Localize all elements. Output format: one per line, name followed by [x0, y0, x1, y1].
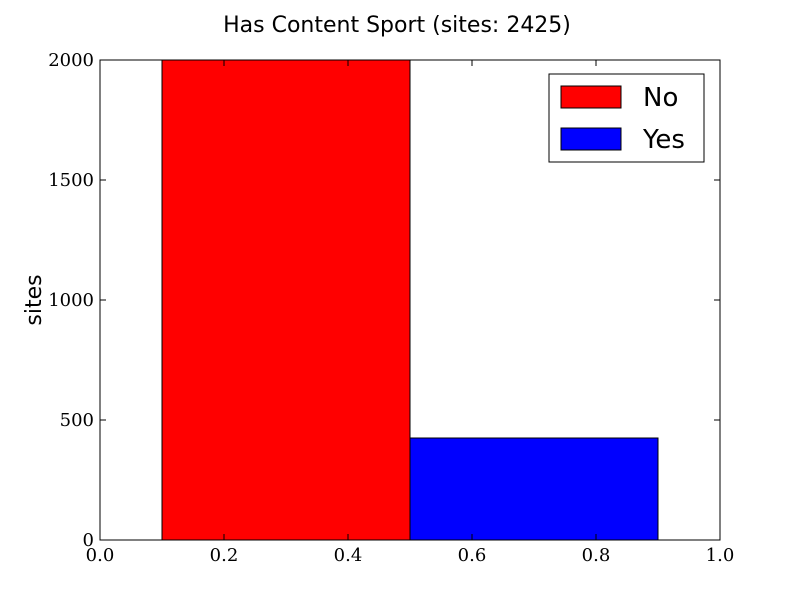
bars-group — [161, 59, 659, 541]
y-tick-label: 0 — [83, 530, 94, 551]
y-tick-label: 1500 — [48, 170, 94, 191]
legend-swatch-no — [560, 85, 622, 109]
bar-no — [161, 59, 411, 541]
legend-swatch-yes — [560, 127, 622, 151]
legend: No Yes — [548, 73, 705, 163]
tick-labels-group: 0.0 0.2 0.4 0.6 0.8 1.0 0 500 1000 1500 2000 — [48, 50, 734, 566]
ticks-group — [99, 59, 721, 541]
chart-title: Has Content Sport (sites: 2425) — [223, 13, 571, 38]
x-tick-label: 0.2 — [210, 545, 239, 566]
x-tick-label: 1.0 — [706, 545, 735, 566]
x-tick-label: 0.6 — [458, 545, 487, 566]
legend-label-no: No — [643, 83, 678, 113]
y-tick-label: 500 — [60, 410, 94, 431]
y-tick-label: 1000 — [48, 290, 94, 311]
y-tick-label: 2000 — [48, 50, 94, 71]
y-axis-label: sites — [22, 274, 47, 325]
legend-label-yes: Yes — [642, 125, 685, 155]
x-tick-label: 0.4 — [334, 545, 363, 566]
x-tick-label: 0.0 — [86, 545, 115, 566]
bar-yes — [409, 437, 659, 541]
x-tick-label: 0.8 — [582, 545, 611, 566]
